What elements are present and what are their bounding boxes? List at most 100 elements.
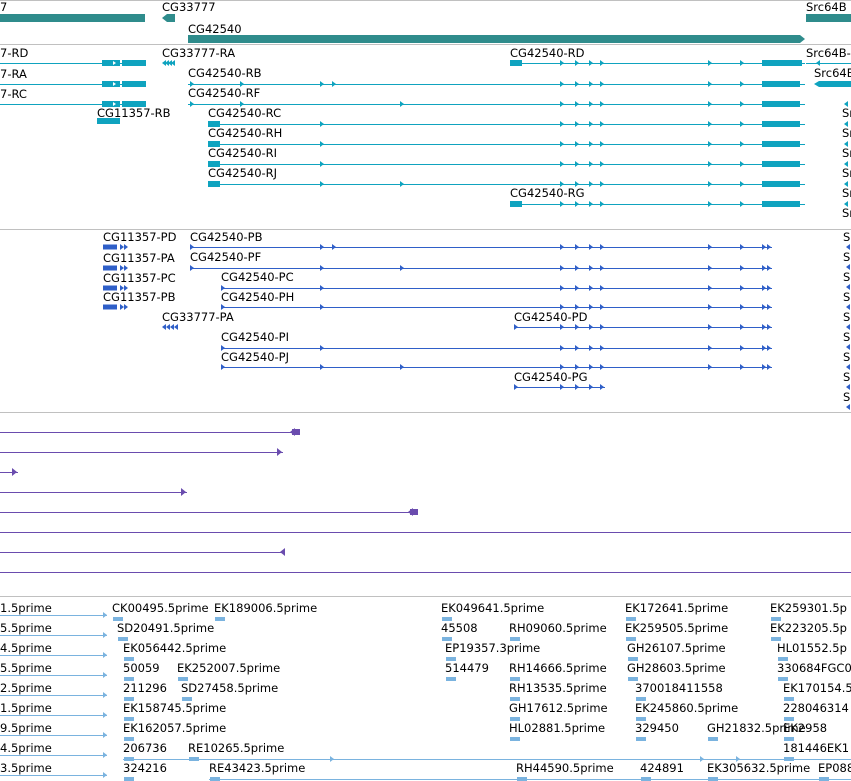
feature-label[interactable]: EK189006.5prime <box>214 601 318 615</box>
feature-label[interactable]: CG42540-PF <box>190 250 262 264</box>
feature-label[interactable]: EP088 <box>818 761 851 775</box>
feature-label[interactable]: RH09060.5prime <box>509 621 607 635</box>
feature-label[interactable]: EK2958 <box>783 721 828 735</box>
feature-label[interactable]: CG11357-PD <box>103 230 177 244</box>
feature-label[interactable]: CG11357-PA <box>103 251 175 265</box>
feature-label[interactable]: CG42540-PC <box>221 270 294 284</box>
feature-label[interactable]: SD27458.5prime <box>181 681 279 695</box>
feature-label[interactable]: GH26107.5prime <box>627 641 726 655</box>
feature-label[interactable]: EK252007.5prime <box>177 661 281 675</box>
feature-label[interactable]: CK00495.5prime <box>112 601 209 615</box>
feature-label[interactable]: S <box>843 250 851 264</box>
feature-label[interactable]: S <box>843 290 851 304</box>
feature-label[interactable]: 330684FGC0 <box>777 661 851 675</box>
feature-label[interactable]: S <box>843 370 851 384</box>
gene-label[interactable]: CG33777 <box>162 0 216 14</box>
feature-label[interactable]: S <box>843 390 851 404</box>
feature-label[interactable]: CG42540-RG <box>510 186 585 200</box>
gene-label[interactable]: 7 <box>0 0 8 14</box>
feature-label[interactable]: 228046314 <box>783 701 849 715</box>
feature-label[interactable]: 7-RD <box>0 46 29 60</box>
feature-label[interactable]: CG42540-PI <box>221 330 290 344</box>
feature-label[interactable]: 2.5prime <box>0 681 52 695</box>
feature-label[interactable]: CG33777-PA <box>162 310 234 324</box>
feature-label[interactable]: RE10265.5prime <box>188 741 285 755</box>
feature-label[interactable]: CG42540-PG <box>514 370 588 384</box>
feature-label[interactable]: SD20491.5prime <box>117 621 215 635</box>
feature-label[interactable]: CG33777-RA <box>162 46 236 60</box>
feature-label[interactable]: CG42540-PJ <box>221 350 290 364</box>
feature-label[interactable]: RE43423.5prime <box>209 761 306 775</box>
feature-label[interactable]: 329450 <box>635 721 679 735</box>
strand-arrow-right <box>560 324 564 330</box>
feature-label[interactable]: EK259505.5prime <box>625 621 729 635</box>
feature-label[interactable]: CG11357-PB <box>103 290 176 304</box>
feature-label[interactable]: 5.5prime <box>0 621 52 635</box>
feature-label[interactable]: CG42540-RB <box>188 66 262 80</box>
feature-label[interactable]: 45508 <box>441 621 478 635</box>
feature-label[interactable]: 1.5prime <box>0 701 52 715</box>
feature-label[interactable]: EK170154.5 <box>783 681 851 695</box>
feature-label[interactable]: Sr <box>842 186 851 200</box>
feature-label[interactable]: 7-RC <box>0 87 27 101</box>
feature-label[interactable]: 5.5prime <box>0 661 52 675</box>
feature-label[interactable]: CG11357-RB <box>97 106 171 120</box>
feature-label[interactable]: EK056442.5prime <box>123 641 227 655</box>
feature-label[interactable]: RH14666.5prime <box>509 661 607 675</box>
feature-label[interactable]: EK162057.5prime <box>123 721 227 735</box>
feature-label[interactable]: EK259301.5p <box>770 601 847 615</box>
feature-label[interactable]: S <box>843 350 851 364</box>
feature-label[interactable]: CG42540-PH <box>221 290 295 304</box>
feature-label[interactable]: 1.5prime <box>0 601 52 615</box>
feature-label[interactable]: 424891 <box>640 761 684 775</box>
feature-label[interactable]: EK172641.5prime <box>625 601 729 615</box>
gene-label[interactable]: CG42540 <box>188 22 242 36</box>
feature-label[interactable]: Src64B <box>814 66 851 80</box>
feature-label[interactable]: 4.5prime <box>0 741 52 755</box>
feature-label[interactable]: CG42540-PD <box>514 310 588 324</box>
feature-label[interactable]: EK049641.5prime <box>441 601 545 615</box>
feature-label[interactable]: GH21832.5prime <box>707 721 806 735</box>
feature-label[interactable]: Sr <box>842 126 851 140</box>
feature-label[interactable]: EK305632.5prime <box>707 761 811 775</box>
feature-label[interactable]: CG11357-PC <box>103 271 176 285</box>
feature-label[interactable]: 370018411558 <box>635 681 723 695</box>
feature-label[interactable]: RH13535.5prime <box>509 681 607 695</box>
feature-label[interactable]: Sr <box>842 206 851 220</box>
feature-label[interactable]: Sr <box>842 106 851 120</box>
feature-label[interactable]: S <box>843 310 851 324</box>
feature-label[interactable]: Sr <box>842 146 851 160</box>
feature-label[interactable]: 9.5prime <box>0 721 52 735</box>
feature-label[interactable]: CG42540-RF <box>188 86 261 100</box>
feature-label[interactable]: 514479 <box>445 661 489 675</box>
feature-label[interactable]: EP19357.3prime <box>445 641 541 655</box>
feature-label[interactable]: GH28603.5prime <box>627 661 726 675</box>
feature-label[interactable]: 50059 <box>123 661 160 675</box>
feature-label[interactable]: Sr <box>842 166 851 180</box>
feature-label[interactable]: CG42540-RJ <box>208 166 278 180</box>
feature-label[interactable]: 181446EK1 <box>783 741 850 755</box>
feature-label[interactable]: CG42540-RC <box>208 106 282 120</box>
feature-label[interactable]: HL02881.5prime <box>509 721 606 735</box>
feature-label[interactable]: GH17612.5prime <box>509 701 608 715</box>
feature-label[interactable]: CG42540-RD <box>510 46 585 60</box>
feature-label[interactable]: 4.5prime <box>0 641 52 655</box>
feature-label[interactable]: RH44590.5prime <box>516 761 614 775</box>
feature-label[interactable]: EK223205.5p <box>770 621 847 635</box>
feature-label[interactable]: HL01552.5p <box>777 641 847 655</box>
feature-label[interactable]: 206736 <box>123 741 167 755</box>
feature-label[interactable]: CG42540-RH <box>208 126 283 140</box>
feature-label[interactable]: 7-RA <box>0 67 27 81</box>
feature-label[interactable]: CG42540-PB <box>190 230 263 244</box>
feature-label[interactable]: S <box>843 230 851 244</box>
feature-label[interactable]: S <box>843 270 851 284</box>
feature-label[interactable]: 211296 <box>123 681 167 695</box>
feature-label[interactable]: CG42540-RI <box>208 146 278 160</box>
feature-label[interactable]: EK245860.5prime <box>635 701 739 715</box>
feature-label[interactable]: 324216 <box>123 761 167 775</box>
feature-label[interactable]: 3.5prime <box>0 761 52 775</box>
feature-label[interactable]: Src64B- <box>806 46 851 60</box>
feature-label[interactable]: S <box>843 330 851 344</box>
gene-label[interactable]: Src64B <box>806 0 847 14</box>
feature-label[interactable]: EK158745.5prime <box>123 701 227 715</box>
